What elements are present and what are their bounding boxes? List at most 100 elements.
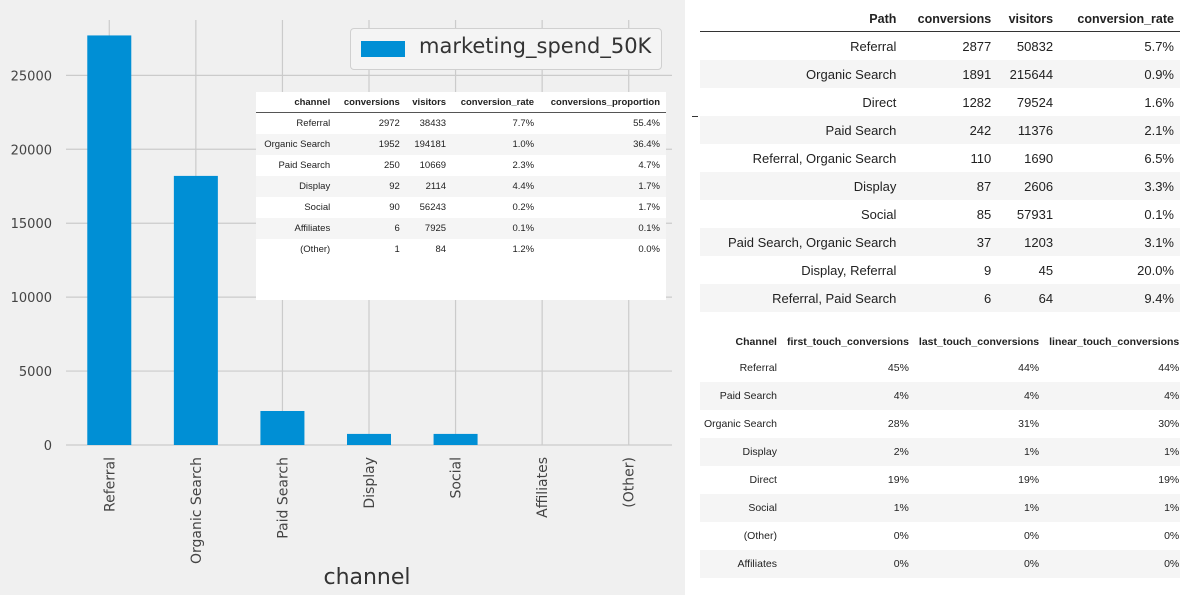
bar [173,175,218,445]
path-cell: 64 [997,284,1060,312]
touch-header: linear_touch_conversions [1049,336,1180,348]
inset-cell: 1.2% [512,244,535,255]
touch-cell: 0% [782,550,915,578]
touch-cell: 4% [914,382,1046,410]
path-cell: Referral, Paid Search [700,284,903,312]
touch-row: (Other) 0% 0% 0% [700,522,1180,550]
inset-row: Display 92 2114 4.4% 1.7% [256,176,666,197]
path-cell: Direct [862,95,897,110]
path-cell: 50832 [1016,39,1054,54]
bar [260,410,305,445]
chart-panel: 0 5000 10000 15000 20000 25000 Referral Organic… [0,0,685,595]
x-tick-label: Organic Search [189,457,205,564]
path-row: Referral, Paid Search 6 64 9.4% [700,284,1180,312]
path-table: Path conversions visitors conversion_rate R… [700,8,1180,312]
inset-row: Paid Search 250 10669 2.3% 4.7% [256,155,666,176]
touch-cell: 45% [887,362,909,374]
inset-cell: 1.0% [452,134,541,155]
inset-cell: (Other) [300,244,331,255]
touch-cell: 44% [1158,362,1180,374]
inset-header: conversions [336,92,406,113]
inset-cell: 1.7% [540,176,666,197]
x-tick-label: (Other) [622,457,638,508]
path-cell: 242 [902,116,998,144]
path-row: Display 87 2606 3.3% [700,172,1180,200]
touch-row: Paid Search 4% 4% 4% [700,382,1180,410]
tables-panel: Path conversions visitors conversion_rate R… [700,0,1180,595]
touch-cell: 1% [1045,494,1180,522]
path-row: Referral, Organic Search 110 1690 6.5% [700,144,1180,172]
touch-cell: Paid Search [700,382,783,410]
x-tick-label: Affiliates [535,457,551,518]
path-cell: 0.1% [1144,207,1174,222]
y-tick-label: 25000 [11,69,52,84]
touch-header: last_touch_conversions [918,336,1040,348]
path-cell: 79524 [1016,95,1054,110]
path-cell: 3.1% [1059,228,1180,256]
inset-row: Social 90 56243 0.2% 1.7% [256,197,666,218]
inset-cell: 1 [394,244,400,255]
touch-cell: Display [700,438,783,466]
touch-cell: Affiliates [700,550,783,578]
path-cell: 215644 [997,60,1060,88]
bar [433,433,478,445]
x-tick-label: Display [362,457,378,509]
path-cell: 110 [970,151,992,166]
path-cell: 1203 [997,228,1060,256]
touch-cell: (Other) [743,530,777,542]
inset-cell: 7925 [405,218,453,239]
path-cell: 0.9% [1059,60,1180,88]
inset-cell: 0.0% [638,244,660,255]
inset-cell: 36.4% [540,134,666,155]
path-header: visitors [997,8,1060,32]
path-cell: 9 [984,263,992,278]
path-cell: 6 [902,284,998,312]
inset-cell: 56243 [419,202,447,213]
path-cell: 2877 [962,39,992,54]
touch-cell: 19% [887,474,909,486]
inset-cell: 6 [336,218,406,239]
inset-cell: 2114 [405,176,453,197]
touch-cell: Direct [749,474,777,486]
y-tick-label: 0 [44,439,52,454]
inset-cell: 1.7% [638,202,660,213]
inset-cell: 38433 [419,118,447,129]
inset-cell: 4.7% [638,160,660,171]
touch-cell: 0% [893,530,909,542]
touch-cell: 0% [914,550,1046,578]
touch-cell: 4% [782,382,915,410]
touch-cell: 4% [1045,382,1180,410]
touch-cell: 19% [1158,474,1180,486]
legend-label: marketing_spend_50K [419,34,652,58]
inset-cell: 0.2% [512,202,535,213]
path-cell: 2606 [997,172,1060,200]
channel-summary-table: channel conversions visitors conversion_rat… [256,92,666,300]
touch-row: Display 2% 1% 1% [700,438,1180,466]
touch-row: Affiliates 0% 0% 0% [700,550,1180,578]
touch-cell: 0% [1045,550,1180,578]
touch-row: Social 1% 1% 1% [700,494,1180,522]
touch-cell: 2% [782,438,915,466]
divider [692,116,698,117]
path-cell: Display, Referral [801,263,897,278]
path-cell: 1891 [902,60,998,88]
inset-cell: 92 [336,176,406,197]
path-row: Paid Search 242 11376 2.1% [700,116,1180,144]
path-cell: 37 [902,228,998,256]
path-header: conversion_rate [1059,8,1180,32]
path-cell: Social [860,207,897,222]
inset-cell: 7.7% [512,118,535,129]
path-cell: 20.0% [1137,263,1174,278]
inset-cell: 55.4% [633,118,660,129]
touch-cell: Referral [739,362,777,374]
x-tick-label: Referral [102,457,118,512]
inset-cell: 84 [435,244,447,255]
path-row: Paid Search, Organic Search 37 1203 3.1% [700,228,1180,256]
touch-cell: 1% [914,438,1046,466]
touch-header: Channel [735,336,777,348]
path-header: Path [700,8,903,32]
path-header: conversions [902,8,998,32]
x-axis-label: channel [323,565,410,590]
touch-row: Organic Search 28% 31% 30% [700,410,1180,438]
inset-cell: Paid Search [278,160,331,171]
